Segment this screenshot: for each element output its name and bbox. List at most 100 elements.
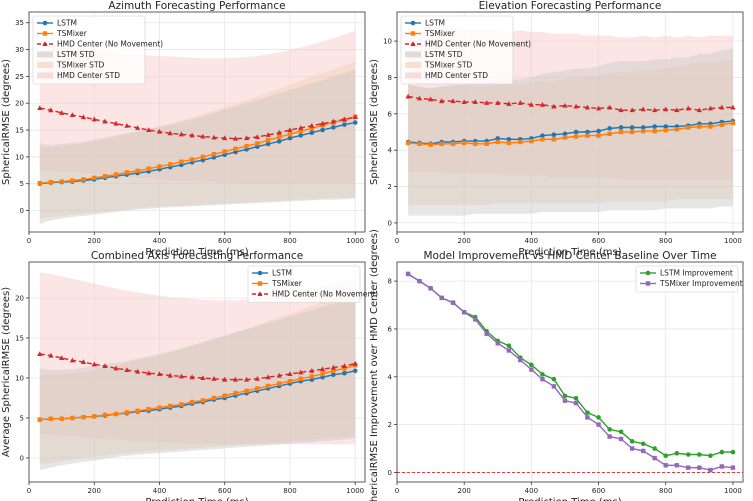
data-point (629, 107, 635, 113)
data-point (222, 149, 227, 154)
data-point (124, 367, 130, 372)
data-point (473, 317, 478, 322)
data-point (506, 348, 512, 353)
y-axis-label: Average SphericalRMSE (degrees) (1, 287, 12, 457)
data-point (585, 410, 590, 415)
data-point (674, 127, 680, 132)
axes-frame (396, 261, 744, 483)
data-point (135, 408, 140, 413)
data-point (607, 434, 612, 439)
data-point (59, 110, 65, 115)
data-point (629, 446, 635, 451)
legend-label: LSTM Improvement (660, 269, 733, 278)
data-point (596, 422, 601, 427)
data-point (495, 139, 500, 145)
data-point (573, 400, 579, 406)
data-point (189, 399, 195, 405)
data-point (254, 376, 260, 381)
data-point (697, 465, 702, 470)
y-axis-label: SphericalRMSE (degrees) (369, 59, 380, 185)
data-point (156, 371, 163, 376)
axes-frame (28, 261, 366, 483)
data-point (277, 381, 282, 386)
x-tick-label: 400 (525, 237, 538, 245)
legend-item: TSMixer Improvement (640, 279, 743, 288)
series-line (39, 353, 356, 381)
series-tsmixer (405, 120, 736, 147)
y-tick-label: 6 (388, 110, 393, 118)
data-point (341, 363, 348, 368)
data-point (551, 384, 557, 389)
data-point (405, 93, 411, 99)
axes-frame (28, 11, 366, 233)
chart-azimuth: 0 200 400 600 800 1000 0 5 10 15 20 25 30 35 Azimuth F… (1, 0, 366, 258)
data-point (472, 99, 478, 104)
data-point (341, 116, 348, 122)
data-point (135, 125, 141, 130)
series-tsmixer-improvement (405, 271, 736, 473)
data-point (573, 396, 579, 401)
data-point (80, 114, 87, 120)
legend-label: HMD Center (No Movement) (425, 40, 531, 49)
data-point (287, 127, 293, 133)
legend-marker (645, 281, 651, 286)
data-point (189, 132, 195, 138)
y-tick-label: 2 (388, 421, 392, 429)
data-point (663, 463, 668, 468)
data-point (719, 104, 725, 110)
data-point (69, 112, 75, 118)
data-point (518, 139, 523, 145)
data-point (298, 125, 304, 130)
data-point (113, 120, 119, 126)
legend-item: LSTM STD (37, 50, 95, 59)
data-point (719, 449, 725, 455)
data-point (551, 103, 557, 109)
data-point (719, 464, 725, 469)
y-tick-label: 5 (20, 180, 24, 188)
data-point (439, 98, 445, 104)
data-point (596, 128, 601, 134)
data-point (330, 364, 336, 370)
x-axis-label: Prediction Time (ms) (518, 497, 621, 501)
legend-marker (257, 281, 263, 286)
x-tick-label: 600 (218, 237, 231, 245)
data-point (168, 162, 173, 167)
legend-label: LSTM (272, 269, 292, 278)
data-point (708, 124, 713, 129)
data-point (92, 414, 97, 419)
data-point (663, 124, 669, 129)
x-tick-label: 400 (525, 487, 538, 495)
data-point (529, 362, 534, 368)
data-point (416, 95, 423, 101)
data-point (91, 361, 97, 367)
data-point (265, 141, 271, 147)
data-point (342, 122, 347, 127)
data-point (461, 310, 467, 315)
data-point (551, 132, 557, 138)
data-point (168, 403, 173, 409)
plot-area (397, 271, 743, 473)
y-tick-label: 10 (383, 38, 392, 46)
data-point (124, 410, 130, 415)
data-point (276, 139, 282, 144)
x-tick-label: 0 (27, 237, 31, 245)
data-point (37, 105, 43, 111)
data-point (573, 134, 579, 139)
data-point (506, 101, 512, 106)
data-point (585, 415, 590, 420)
x-tick-label: 600 (592, 237, 605, 245)
data-point (450, 300, 456, 305)
data-point (200, 398, 206, 403)
data-point (146, 370, 152, 376)
legend-marker (42, 41, 48, 46)
data-point (243, 135, 250, 141)
data-point (265, 138, 271, 143)
data-point (102, 173, 108, 179)
data-point (461, 99, 467, 104)
data-point (641, 128, 646, 134)
x-tick-label: 1000 (346, 237, 364, 245)
data-point (439, 141, 444, 147)
series-line (407, 273, 733, 471)
